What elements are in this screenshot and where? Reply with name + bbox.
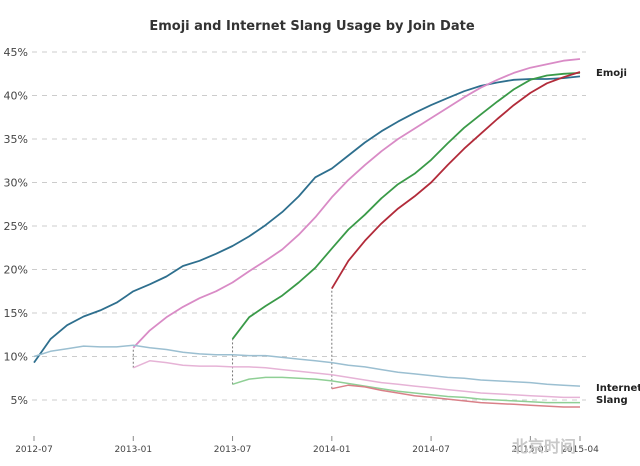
y-axis-ticks: 5% 10% 15% 20% 25% 30% 35% 40% 45% [4, 46, 28, 407]
y-tick-label: 45% [4, 46, 28, 59]
connector-lines [132, 288, 333, 389]
slang-series-line-8 [331, 384, 580, 408]
x-axis-ticks: 2012-07 2013-01 2013-07 2014-01 2014-07 2015-… [15, 436, 599, 455]
series-lines [33, 58, 581, 408]
y-tick-label: 15% [4, 307, 28, 320]
y-tick-label: 35% [4, 133, 28, 146]
y-tick-label: 30% [4, 177, 28, 190]
emoji-series-line-3 [231, 72, 581, 340]
x-tick-label: 2014-07 [412, 445, 450, 455]
slang-series-line-7 [232, 376, 580, 404]
x-tick-label: 2013-07 [214, 445, 252, 455]
gridlines [32, 51, 586, 401]
y-tick-label: 20% [4, 264, 28, 277]
x-tick-label: 2015-04 [561, 445, 599, 455]
emoji-series-line-2 [132, 58, 581, 349]
chart-title: Emoji and Internet Slang Usage by Join D… [149, 19, 474, 34]
y-tick-label: 10% [4, 351, 28, 364]
annotation-internet: Internet [596, 383, 640, 394]
y-tick-label: 40% [4, 90, 28, 103]
y-tick-label: 5% [11, 394, 28, 407]
emoji-series-line-4 [331, 71, 581, 290]
x-tick-label: 2012-07 [15, 445, 53, 455]
x-tick-label: 2014-01 [313, 445, 351, 455]
x-tick-label: 2015-01 [512, 445, 550, 455]
annotation-slang: Slang [596, 395, 628, 406]
x-tick-label: 2013-01 [114, 445, 152, 455]
slang-series-line-6 [133, 360, 580, 399]
y-tick-label: 25% [4, 220, 28, 233]
annotation-emoji: Emoji [596, 68, 627, 79]
slang-series-line-5 [33, 344, 581, 387]
watermark: 北京时间 [512, 437, 576, 456]
